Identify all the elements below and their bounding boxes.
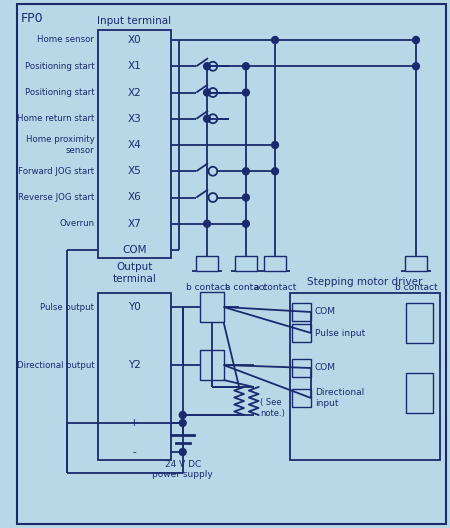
Text: X4: X4 — [127, 140, 141, 150]
Bar — [405, 256, 427, 271]
Text: Reverse JOG start: Reverse JOG start — [18, 193, 94, 202]
Text: Positioning start: Positioning start — [25, 62, 94, 71]
Text: X1: X1 — [127, 61, 141, 71]
Bar — [292, 359, 311, 377]
Bar — [292, 324, 311, 342]
Text: Directional
input: Directional input — [315, 388, 364, 408]
Text: b contact: b contact — [186, 283, 228, 292]
Text: Positioning start: Positioning start — [25, 88, 94, 97]
Bar — [200, 292, 224, 322]
Text: Y2: Y2 — [128, 360, 140, 370]
Bar — [235, 256, 256, 271]
Bar — [292, 389, 311, 407]
Text: X5: X5 — [127, 166, 141, 176]
Circle shape — [204, 89, 211, 96]
Bar — [98, 293, 171, 460]
Text: X0: X0 — [127, 35, 141, 45]
Text: Home proximity
sensor: Home proximity sensor — [26, 135, 94, 155]
Circle shape — [204, 115, 211, 122]
Text: 24 V DC
power supply: 24 V DC power supply — [153, 460, 213, 479]
Text: Overrun: Overrun — [59, 219, 94, 228]
Text: COM: COM — [122, 245, 146, 255]
Text: -: - — [132, 447, 136, 457]
Text: a contact: a contact — [225, 283, 267, 292]
Circle shape — [243, 63, 249, 70]
Bar — [406, 303, 433, 343]
Circle shape — [243, 89, 249, 96]
Text: X2: X2 — [127, 88, 141, 98]
Text: Directional output: Directional output — [17, 361, 94, 370]
Circle shape — [413, 36, 419, 43]
Text: Forward JOG start: Forward JOG start — [18, 167, 94, 176]
Circle shape — [243, 168, 249, 175]
Circle shape — [272, 168, 279, 175]
Bar — [406, 373, 433, 413]
Bar — [264, 256, 286, 271]
Text: X6: X6 — [127, 193, 141, 203]
Text: Output
terminal: Output terminal — [112, 262, 156, 284]
Circle shape — [272, 142, 279, 148]
Bar — [290, 293, 440, 460]
Circle shape — [413, 63, 419, 70]
Bar — [292, 303, 311, 321]
Text: Home sensor: Home sensor — [37, 35, 94, 44]
Text: X3: X3 — [127, 114, 141, 124]
Text: +: + — [130, 418, 139, 428]
Circle shape — [180, 420, 186, 427]
Circle shape — [243, 194, 249, 201]
Text: a contact: a contact — [254, 283, 296, 292]
Text: Home return start: Home return start — [17, 114, 94, 123]
Circle shape — [243, 220, 249, 227]
Text: Pulse input: Pulse input — [315, 328, 365, 337]
Text: Stepping motor driver: Stepping motor driver — [307, 277, 422, 287]
Circle shape — [272, 36, 279, 43]
Text: Pulse output: Pulse output — [40, 303, 94, 312]
Bar — [200, 350, 224, 380]
Text: FP0: FP0 — [20, 12, 43, 24]
Text: Y0: Y0 — [128, 302, 140, 312]
Bar — [98, 30, 171, 258]
Text: b contact: b contact — [395, 283, 437, 292]
Text: COM: COM — [315, 363, 336, 372]
Circle shape — [204, 63, 211, 70]
Text: X7: X7 — [127, 219, 141, 229]
Text: Input terminal: Input terminal — [97, 16, 171, 26]
Text: ( See
note.): ( See note.) — [261, 398, 285, 418]
Bar — [196, 256, 218, 271]
Text: COM: COM — [315, 307, 336, 316]
Circle shape — [204, 220, 211, 227]
Circle shape — [180, 411, 186, 419]
Circle shape — [180, 448, 186, 456]
